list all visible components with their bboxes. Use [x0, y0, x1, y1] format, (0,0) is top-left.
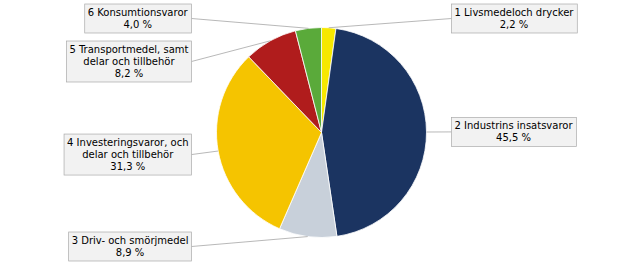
leader-line	[192, 41, 271, 62]
label-box: 5 Transportmedel, samtdelar och tillbehö…	[66, 41, 191, 82]
value-label: 8,9 %	[116, 247, 145, 258]
label-box: 3 Driv- och smörjmedel8,9 %	[69, 232, 192, 261]
category-label: 1 Livsmedeloch drycker	[455, 7, 575, 18]
label-background	[452, 117, 577, 146]
slice	[322, 29, 427, 237]
pie	[217, 28, 427, 238]
category-label: 4 Investeringsvaror, ochdelar och tillbe…	[67, 137, 188, 160]
label-box: 1 Livsmedeloch drycker2,2 %	[452, 4, 578, 33]
value-label: 8,2 %	[115, 68, 144, 79]
chart: 1 Livsmedeloch drycker2,2 % 2 Industrins …	[0, 0, 643, 265]
label-background	[69, 232, 192, 261]
value-label: 31,3 %	[110, 161, 145, 172]
leader-line	[192, 237, 308, 247]
leader-line	[426, 131, 451, 132]
value-label: 45,5 %	[496, 132, 531, 143]
category-label: 6 Konsumtionsvaror	[88, 7, 189, 18]
category-label: 3 Driv- och smörjmedel	[72, 235, 189, 246]
leader-line	[192, 151, 219, 155]
category-label: 5 Transportmedel, samtdelar och tillbehö…	[69, 44, 188, 67]
category-label: 2 Industrins insatsvaror	[455, 120, 574, 131]
leader-line	[192, 19, 309, 29]
leader-line	[329, 19, 452, 28]
labels: 1 Livsmedeloch drycker2,2 % 2 Industrins …	[64, 4, 577, 261]
value-label: 2,2 %	[500, 19, 529, 30]
label-background	[66, 41, 191, 82]
label-box: 4 Investeringsvaror, ochdelar och tillbe…	[64, 134, 191, 175]
label-background	[85, 4, 192, 33]
leader-lines	[192, 19, 452, 247]
label-box: 6 Konsumtionsvaror4,0 %	[85, 4, 192, 33]
slice	[295, 28, 321, 133]
value-label: 4,0 %	[123, 19, 152, 30]
label-box: 2 Industrins insatsvaror45,5 %	[452, 117, 577, 146]
label-background	[64, 134, 191, 175]
label-background	[452, 4, 578, 33]
